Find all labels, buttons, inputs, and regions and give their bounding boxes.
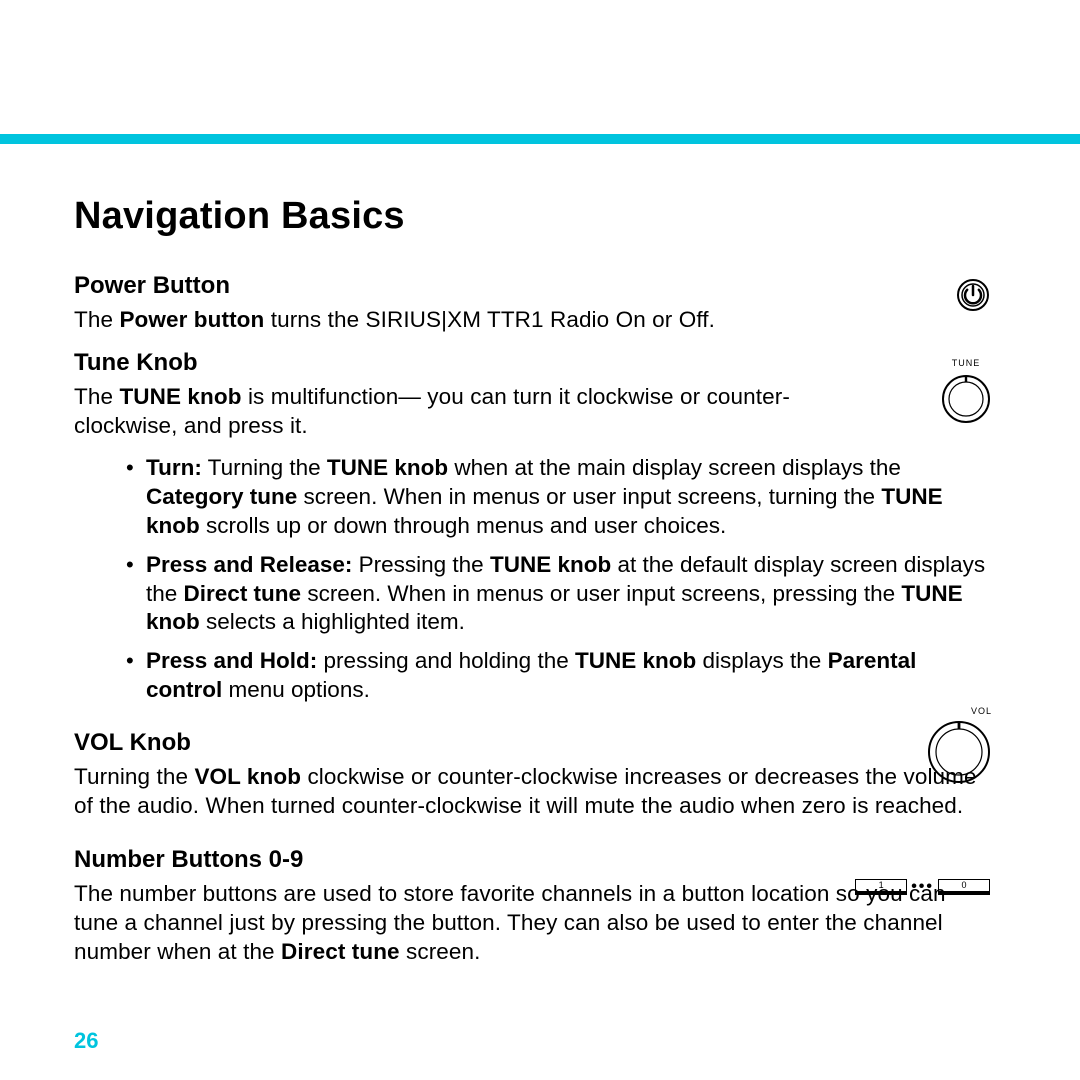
tune-bullets: Turn: Turning the TUNE knob when at the …: [74, 454, 990, 704]
text-bold: Direct tune: [281, 939, 400, 964]
text: The: [74, 384, 119, 409]
text: scrolls up or down through menus and use…: [200, 513, 727, 538]
text: Turning the: [202, 455, 327, 480]
text-bold: TUNE knob: [119, 384, 241, 409]
list-item: Press and Hold: pressing and holding the…: [126, 647, 990, 705]
text: Pressing the: [352, 552, 490, 577]
page-title: Navigation Basics: [74, 195, 990, 238]
text-bold: Press and Hold:: [146, 648, 317, 673]
text-bold: TUNE knob: [327, 455, 448, 480]
vol-text: Turning the VOL knob clockwise or counte…: [74, 763, 990, 821]
page-number: 26: [74, 1028, 98, 1054]
text-bold: Power button: [119, 307, 264, 332]
text: The number buttons are used to store fav…: [74, 881, 946, 964]
list-item: Press and Release: Pressing the TUNE kno…: [126, 551, 990, 637]
num-text: The number buttons are used to store fav…: [74, 880, 990, 966]
text: displays the: [696, 648, 827, 673]
list-item: Turn: Turning the TUNE knob when at the …: [126, 454, 990, 540]
text-bold: TUNE knob: [490, 552, 611, 577]
text-bold: Press and Release:: [146, 552, 352, 577]
heading-tune: Tune Knob: [74, 349, 990, 377]
tune-intro: The TUNE knob is multifunction— you can …: [74, 383, 864, 441]
text: Turning the: [74, 764, 194, 789]
text: pressing and holding the: [317, 648, 575, 673]
text-bold: Turn:: [146, 455, 202, 480]
text: menu options.: [222, 677, 370, 702]
text: screen.: [400, 939, 481, 964]
power-text: The Power button turns the SIRIUS|XM TTR…: [74, 306, 990, 335]
text: The: [74, 307, 119, 332]
accent-rule: [0, 134, 1080, 144]
heading-num: Number Buttons 0-9: [74, 846, 990, 874]
text: selects a highlighted item.: [200, 609, 465, 634]
page-content: Navigation Basics Power Button The Power…: [74, 195, 990, 981]
text-bold: TUNE knob: [575, 648, 696, 673]
text: when at the main display screen displays…: [448, 455, 901, 480]
text-bold: Category tune: [146, 484, 297, 509]
text-bold: VOL knob: [194, 764, 301, 789]
text-bold: Direct tune: [184, 581, 302, 606]
heading-vol: VOL Knob: [74, 729, 990, 757]
text: screen. When in menus or user input scre…: [301, 581, 901, 606]
heading-power: Power Button: [74, 272, 990, 300]
text: screen. When in menus or user input scre…: [297, 484, 881, 509]
text: turns the SIRIUS|XM TTR1 Radio On or Off…: [264, 307, 715, 332]
